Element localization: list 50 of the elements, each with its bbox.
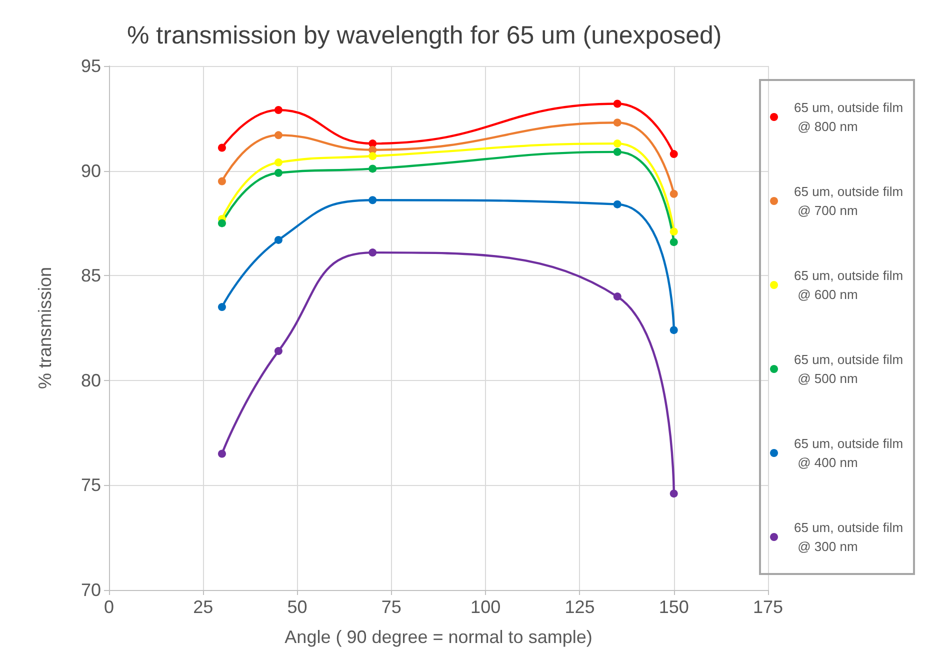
point <box>670 326 678 334</box>
legend-label: 65 um, outside film @ 600 nm <box>794 268 904 302</box>
x-tick-label: 50 <box>287 597 308 617</box>
point <box>368 196 377 204</box>
y-tick-label: 95 <box>80 56 101 76</box>
y-tick-label: 80 <box>80 370 101 390</box>
x-tick-label: 150 <box>658 597 689 617</box>
point <box>613 140 622 148</box>
y-tick-label: 70 <box>80 580 101 600</box>
legend-label: 65 um, outside film @ 300 nm <box>794 520 904 554</box>
legend-label: 65 um, outside film @ 500 nm <box>794 352 904 386</box>
point <box>613 200 622 208</box>
legend-label: 65 um, outside film @ 400 nm <box>794 436 904 470</box>
point <box>613 148 622 156</box>
point <box>670 238 678 246</box>
point <box>218 177 226 186</box>
point <box>218 144 226 152</box>
chart-title: % transmission by wavelength for 65 um (unexposed) <box>127 22 722 50</box>
point <box>274 236 282 244</box>
legend-label: 65 um, outside film @ 700 nm <box>794 184 904 218</box>
point <box>670 228 678 236</box>
point <box>670 190 678 198</box>
legend-label: 65 um, outside film @ 800 nm <box>794 100 904 134</box>
point <box>274 158 282 166</box>
x-axis-title: Angle ( 90 degree = normal to sample) <box>284 627 592 647</box>
point <box>218 219 226 228</box>
point <box>274 106 282 114</box>
x-tick-label: 175 <box>752 597 784 617</box>
point <box>274 131 282 140</box>
point <box>670 490 678 498</box>
x-tick-label: 25 <box>193 597 214 617</box>
x-tick-label: 125 <box>564 597 595 617</box>
point <box>274 347 282 356</box>
y-axis-title: % transmission <box>35 266 55 390</box>
x-tick-label: 100 <box>470 597 501 617</box>
x-tick-label: 75 <box>381 597 402 617</box>
point <box>368 248 377 257</box>
point <box>613 292 622 301</box>
point <box>274 168 282 177</box>
y-tick-label: 75 <box>80 475 101 496</box>
point <box>368 152 377 160</box>
point <box>218 303 226 312</box>
point <box>218 450 226 458</box>
point <box>613 118 622 127</box>
point <box>368 164 377 173</box>
y-tick-label: 85 <box>80 266 101 286</box>
y-tick-label: 90 <box>80 160 101 181</box>
x-tick-label: 0 <box>104 597 114 617</box>
point <box>670 150 678 158</box>
point <box>613 100 622 108</box>
